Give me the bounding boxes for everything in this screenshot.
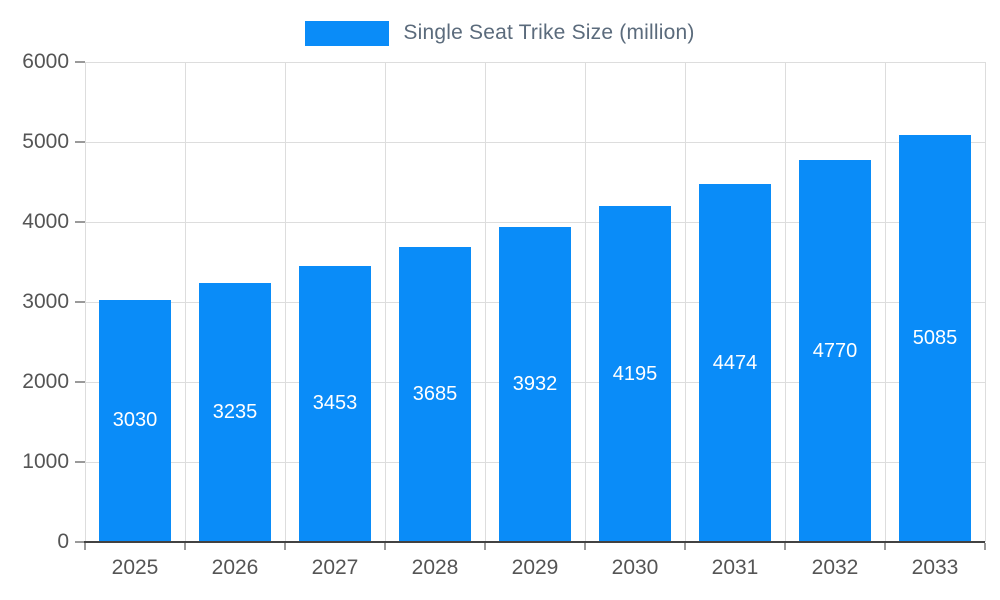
bar-2028: 3685 [399,247,471,542]
gridline-vertical [484,62,486,542]
x-axis-tick [184,543,186,550]
gridline-vertical [384,62,386,542]
x-axis-tick [484,543,486,550]
gridline-horizontal [85,221,985,223]
y-axis-tick [75,461,85,463]
x-axis-label: 2031 [711,556,759,579]
bar-value-label: 3453 [312,392,358,415]
gridline-vertical [984,62,986,542]
gridline-vertical [584,62,586,542]
bar-2030: 4195 [599,206,671,542]
x-axis-tick [84,543,86,550]
bar-value-label: 4195 [612,362,658,385]
gridline-horizontal [85,61,985,63]
y-axis-tick [75,381,85,383]
x-axis-tick [884,543,886,550]
bar-2031: 4474 [699,184,771,542]
y-axis-label: 4000 [22,210,69,233]
bar-2026: 3235 [199,283,271,542]
y-axis-tick [75,141,85,143]
legend-swatch [305,20,390,46]
y-axis-tick [75,301,85,303]
x-axis-line [84,541,985,543]
x-axis-label: 2030 [611,556,659,579]
y-axis-tick [75,221,85,223]
bar-value-label: 3235 [212,401,258,424]
x-axis-label: 2029 [511,556,559,579]
x-axis-tick [984,543,986,550]
y-axis-label: 0 [57,530,69,553]
y-axis-label: 3000 [22,290,69,313]
chart-legend: Single Seat Trike Size (million) [0,18,1000,48]
bar-value-label: 4770 [812,339,858,362]
y-axis-label: 2000 [22,370,69,393]
legend-label: Single Seat Trike Size (million) [403,21,695,44]
y-axis-label: 5000 [22,130,69,153]
x-axis-tick [584,543,586,550]
x-axis-label: 2028 [411,556,459,579]
x-axis-label: 2032 [811,556,859,579]
x-axis-tick [284,543,286,550]
plot-area: 0 1000 2000 3000 4000 5000 6000 3030 2025 3235 202… [22,50,986,579]
bar-2029: 3932 [499,227,571,542]
x-axis-tick [384,543,386,550]
bar-2025: 3030 [99,299,171,542]
y-axis-tick [75,61,85,63]
x-axis-label: 2033 [911,556,959,579]
y-axis-tick [75,541,85,543]
gridline-vertical [284,62,286,542]
gridline-vertical [684,62,686,542]
bar-value-label: 3030 [112,409,158,432]
gridline-vertical [784,62,786,542]
bar-value-label: 4474 [712,351,758,374]
x-axis-tick [684,543,686,550]
x-axis-label: 2026 [211,556,259,579]
bar-2033: 5085 [899,135,971,542]
bar-2027: 3453 [299,265,371,542]
y-axis-label: 1000 [22,450,69,473]
y-axis-label: 6000 [22,50,69,73]
bar-value-label: 3685 [412,383,458,406]
bar-2032: 4770 [799,160,871,542]
gridline-vertical [184,62,186,542]
gridline-vertical [84,62,86,542]
gridline-horizontal [85,141,985,143]
x-axis-label: 2025 [111,556,159,579]
x-axis-tick [784,543,786,550]
bar-value-label: 3932 [512,373,558,396]
bar-value-label: 5085 [912,327,958,350]
x-axis-label: 2027 [311,556,359,579]
gridline-vertical [884,62,886,542]
